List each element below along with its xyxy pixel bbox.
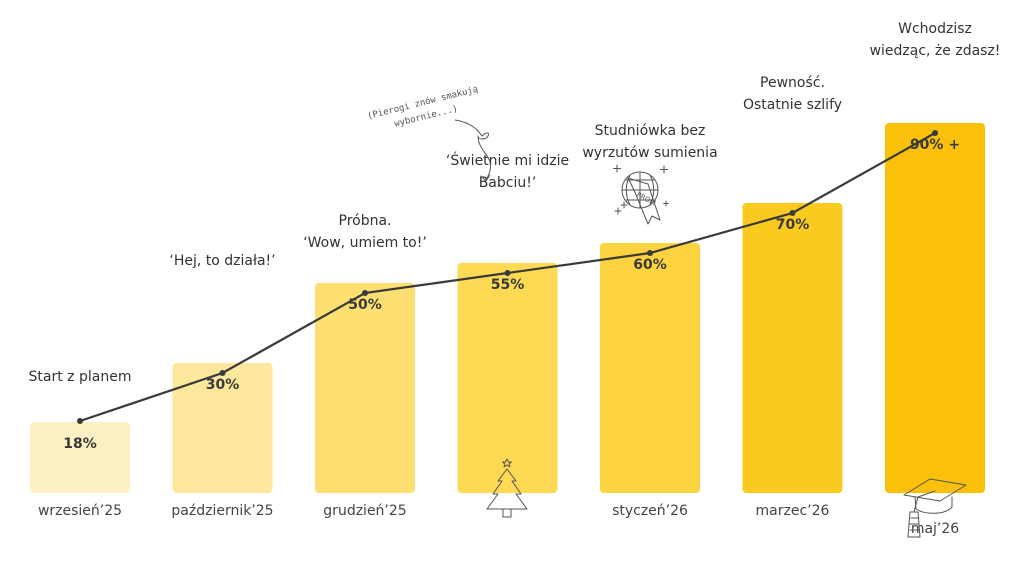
trend-point bbox=[504, 270, 511, 276]
annotation-text: Wchodzisz bbox=[898, 21, 972, 37]
bars-layer bbox=[30, 123, 985, 493]
annotation-text: Babciu!’ bbox=[479, 175, 537, 191]
bar bbox=[315, 283, 415, 493]
bar-value-label: 18% bbox=[63, 436, 97, 452]
labels-layer: 18% wrzesień’25 30% październik’25 50% grudzi… bbox=[29, 21, 1001, 537]
annotation-text: wiedząc, że zdasz! bbox=[870, 43, 1001, 59]
bar bbox=[742, 203, 843, 493]
side-note-arrow-icon bbox=[454, 119, 491, 182]
trend-point bbox=[789, 210, 796, 216]
trend-point bbox=[647, 250, 653, 256]
annotation-text: Pewność. bbox=[760, 75, 825, 91]
christmas-tree-icon bbox=[486, 458, 528, 518]
bar bbox=[457, 263, 558, 493]
annotation-text: ‘Hej, to działa!’ bbox=[169, 253, 275, 269]
annotation-text: ‘Wow, umiem to!’ bbox=[303, 235, 427, 251]
x-tick-label: maj’26 bbox=[911, 521, 959, 537]
disco-ball-icon: PROM bbox=[613, 164, 669, 225]
side-note: (Pierogi znów smakują wybornie...) bbox=[366, 84, 479, 130]
x-tick-label: październik’25 bbox=[171, 503, 273, 519]
bar-value-label: 55% bbox=[491, 277, 525, 293]
trend-point bbox=[362, 290, 368, 296]
trend-point bbox=[77, 418, 83, 424]
annotation-text: Start z planem bbox=[29, 369, 132, 385]
trend-line-layer bbox=[77, 130, 938, 424]
annotation-text: wyrzutów sumienia bbox=[582, 145, 717, 161]
bar-value-label: 30% bbox=[206, 377, 240, 393]
bar-value-label: 90% + bbox=[910, 137, 960, 153]
bar bbox=[172, 363, 273, 493]
annotation-text: ‘Świetnie mi idzie bbox=[446, 151, 569, 169]
bar-value-label: 50% bbox=[348, 297, 382, 313]
x-tick-label: styczeń’26 bbox=[612, 503, 688, 519]
x-tick-label: marzec’26 bbox=[756, 503, 830, 519]
annotation-text: Ostatnie szlify bbox=[743, 97, 842, 113]
x-tick-label: wrzesień’25 bbox=[38, 503, 122, 519]
annotation-text: Studniówka bez bbox=[595, 123, 706, 139]
bar-value-label: 60% bbox=[633, 257, 667, 273]
annotation-text: Próbna. bbox=[339, 213, 392, 229]
bar bbox=[30, 422, 130, 493]
x-tick-label: grudzień’25 bbox=[323, 503, 406, 519]
graduation-cap-icon bbox=[903, 478, 967, 538]
bar-value-label: 70% bbox=[776, 217, 810, 233]
bar bbox=[600, 243, 700, 493]
trend-point bbox=[219, 370, 226, 376]
bar bbox=[885, 123, 985, 493]
trend-point bbox=[932, 130, 938, 136]
